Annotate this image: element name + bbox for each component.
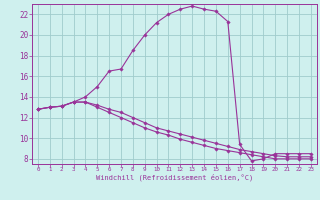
- X-axis label: Windchill (Refroidissement éolien,°C): Windchill (Refroidissement éolien,°C): [96, 174, 253, 181]
